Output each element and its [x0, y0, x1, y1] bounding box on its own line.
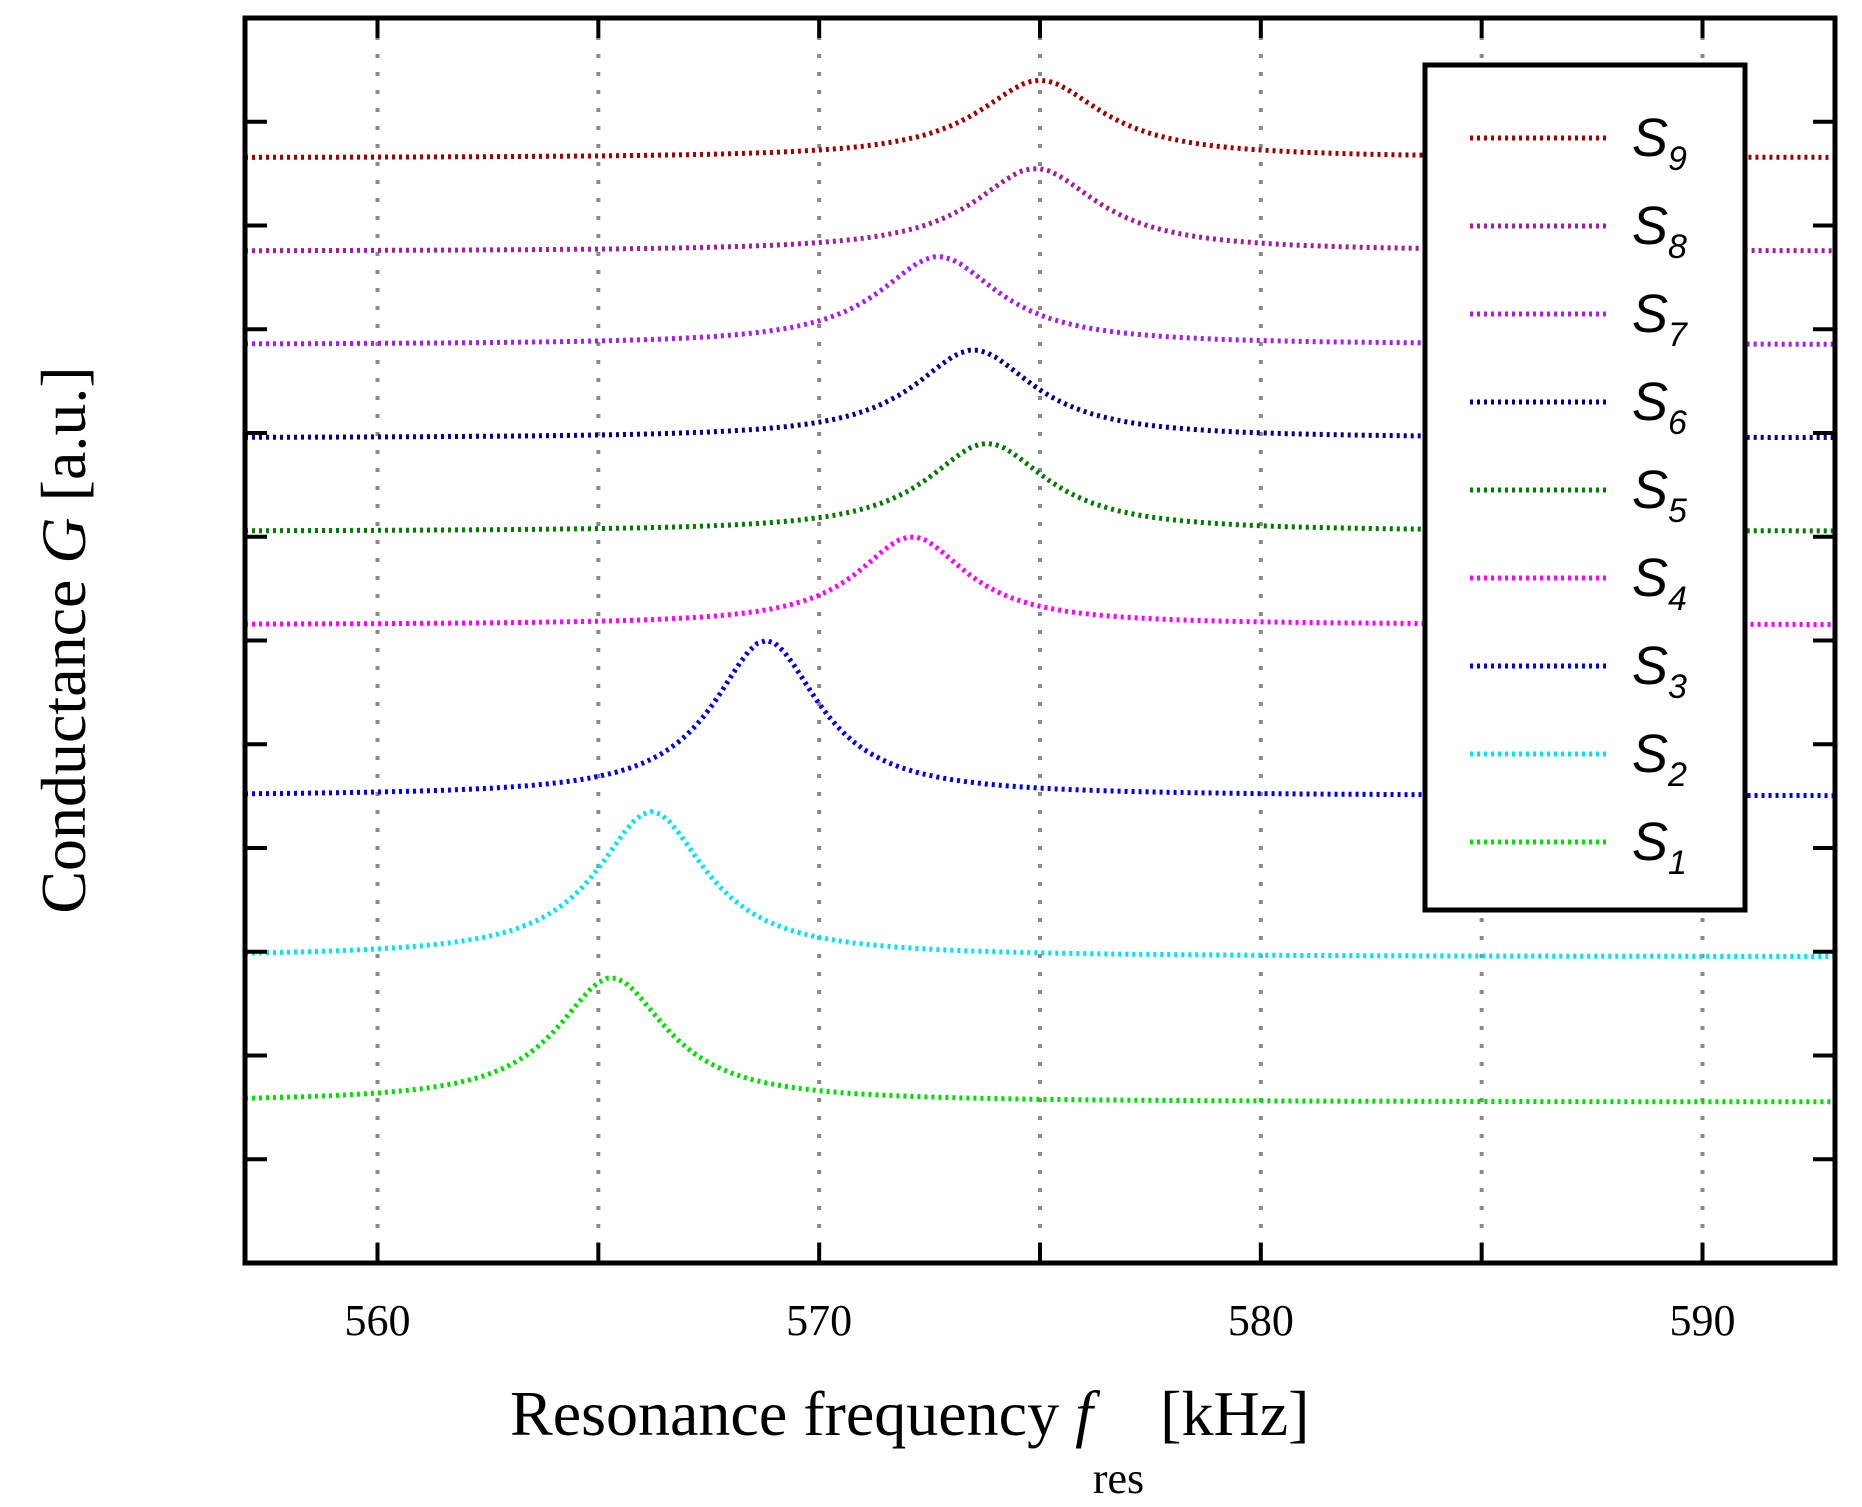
x-tick-labels: 560 570 580 590 — [345, 1296, 1736, 1345]
y-axis-title: Conductance G [a.u.] — [28, 366, 99, 913]
legend-label-subscript: 8 — [1668, 228, 1687, 266]
legend-label-subscript: 3 — [1668, 668, 1687, 706]
series-line-s2 — [244, 809, 1835, 959]
legend-label-main: S — [1632, 548, 1668, 608]
legend-label-main: S — [1632, 372, 1668, 432]
x-axis-title-main: Resonance frequency — [510, 1378, 1075, 1449]
x-axis-title-symbol: f — [1075, 1378, 1101, 1449]
y-axis-title-symbol: G — [28, 517, 99, 563]
legend-label-subscript: 7 — [1668, 316, 1688, 354]
x-tick-label: 560 — [345, 1296, 411, 1345]
legend-label-subscript: 2 — [1667, 756, 1687, 794]
x-tick-label: 590 — [1670, 1296, 1736, 1345]
series-line-s6 — [245, 347, 1836, 441]
legend-label-main: S — [1632, 108, 1668, 168]
x-tick-label: 580 — [1228, 1296, 1294, 1345]
legend-label-s1: S1 — [1632, 812, 1687, 882]
x-tick-label: 570 — [786, 1296, 852, 1345]
legend-label-s6: S6 — [1632, 372, 1687, 442]
y-axis-title-main: Conductance — [28, 564, 99, 914]
legend-label-subscript: 1 — [1668, 844, 1687, 882]
legend-label-main: S — [1632, 284, 1668, 344]
x-axis-title-unit: [kHz] — [1144, 1378, 1309, 1449]
legend-label-s3: S3 — [1632, 636, 1687, 706]
legend-label-s5: S5 — [1632, 460, 1687, 530]
legend-label-main: S — [1632, 196, 1668, 256]
legend-label-s7: S7 — [1632, 284, 1688, 354]
legend-label-subscript: 5 — [1668, 492, 1687, 530]
legend-label-main: S — [1632, 636, 1668, 696]
legend-label-subscript: 6 — [1668, 404, 1687, 442]
legend-label-main: S — [1632, 812, 1668, 872]
legend-label-s4: S4 — [1632, 548, 1687, 618]
legend-label-main: S — [1632, 460, 1668, 520]
legend-label-s8: S8 — [1632, 196, 1687, 266]
x-axis-title: Resonance frequency f res [kHz] — [510, 1378, 1309, 1503]
legend-label-s2: S2 — [1632, 724, 1687, 794]
series-line-s1 — [244, 975, 1835, 1105]
legend-label-subscript: 9 — [1668, 140, 1687, 178]
y-axis-title-unit: [a.u.] — [28, 366, 99, 517]
x-axis-title-subscript: res — [1093, 1454, 1144, 1503]
legend-label-subscript: 4 — [1668, 580, 1687, 618]
tick-layer — [245, 18, 1835, 1263]
legend-label-s9: S9 — [1632, 108, 1687, 178]
legend-label-main: S — [1632, 724, 1668, 784]
